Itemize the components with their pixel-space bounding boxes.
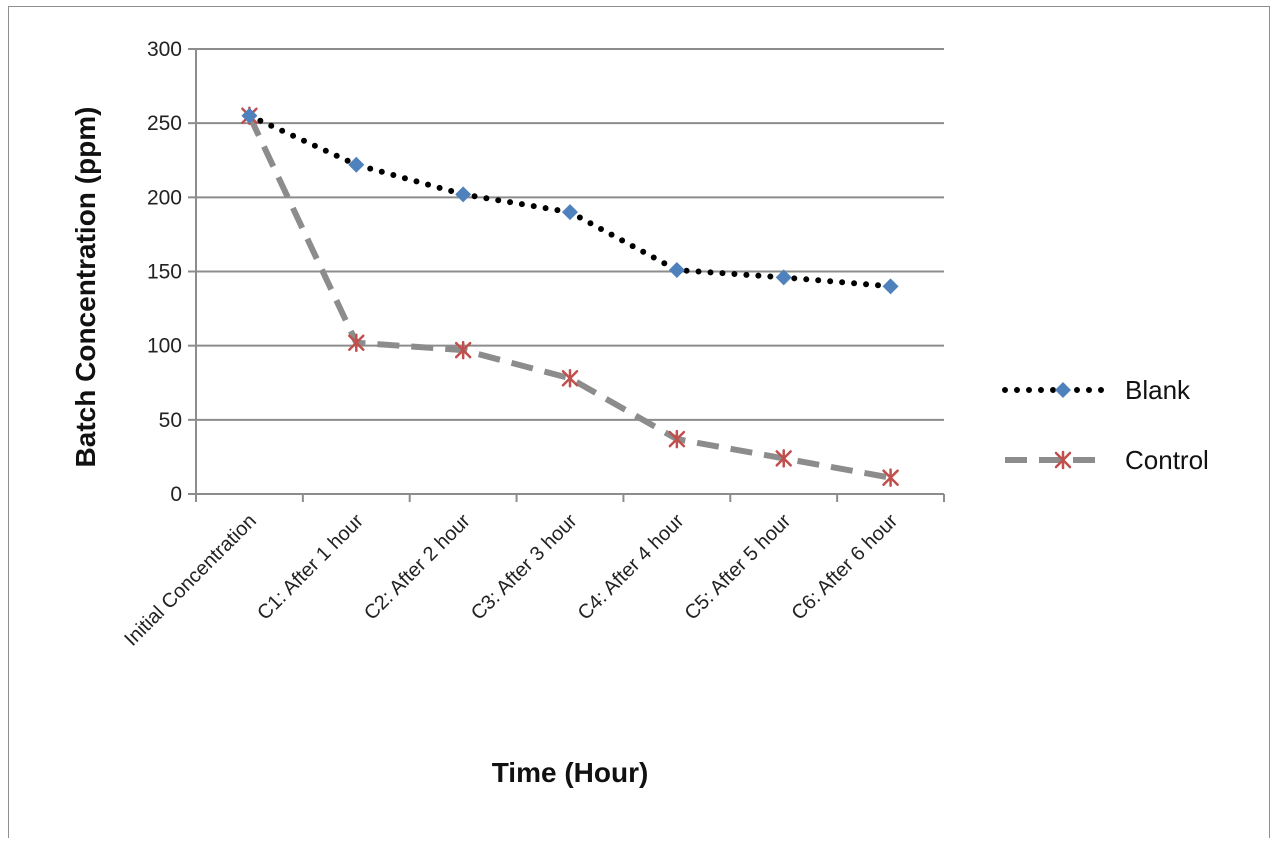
y-axis-title: Batch Concentration (ppm) xyxy=(70,107,101,468)
data-point xyxy=(882,468,899,487)
data-point xyxy=(348,333,365,352)
legend-item-control: Control xyxy=(1005,445,1209,475)
x-axis-title: Time (Hour) xyxy=(492,757,649,788)
series-blank xyxy=(241,107,899,295)
x-tick-label: C1: After 1 hour xyxy=(253,510,368,625)
data-point xyxy=(1055,382,1071,398)
y-tick-label: 200 xyxy=(147,186,182,209)
data-point xyxy=(348,156,365,173)
x-tick-label: C2: After 2 hour xyxy=(360,510,475,625)
data-point xyxy=(668,429,686,449)
data-point xyxy=(561,369,579,388)
chart-frame xyxy=(8,6,1270,838)
legend: Blank Control xyxy=(1002,375,1209,475)
y-tick-label: 100 xyxy=(147,335,182,358)
series-control xyxy=(241,106,899,487)
legend-item-blank: Blank xyxy=(1002,375,1191,405)
x-tick-label: C4: After 4 hour xyxy=(574,510,689,625)
data-point xyxy=(562,204,578,221)
series-line xyxy=(246,114,892,481)
series-layer xyxy=(241,106,899,487)
y-tick-label: 300 xyxy=(147,38,182,61)
x-tick-label: Initial Concentration xyxy=(120,510,261,651)
data-point xyxy=(882,278,899,295)
legend-label: Control xyxy=(1125,445,1209,475)
x-tick-label: C3: After 3 hour xyxy=(467,510,582,625)
y-tick-label: 50 xyxy=(159,409,182,432)
legend-label: Blank xyxy=(1125,375,1191,405)
data-point xyxy=(775,269,792,286)
data-point xyxy=(1054,450,1072,470)
data-point xyxy=(455,186,472,203)
y-tick-label: 0 xyxy=(170,483,182,506)
x-tick-label: C5: After 5 hour xyxy=(681,510,796,625)
data-point xyxy=(775,449,792,468)
data-point xyxy=(668,262,685,279)
grid-layer xyxy=(196,48,944,421)
y-tick-label: 250 xyxy=(147,112,182,135)
axis-layer xyxy=(188,48,945,502)
y-tick-label: 150 xyxy=(147,261,182,284)
data-point xyxy=(241,107,258,124)
data-point xyxy=(454,340,472,360)
series-line xyxy=(246,112,894,290)
x-tick-label: C6: After 6 hour xyxy=(788,510,903,625)
